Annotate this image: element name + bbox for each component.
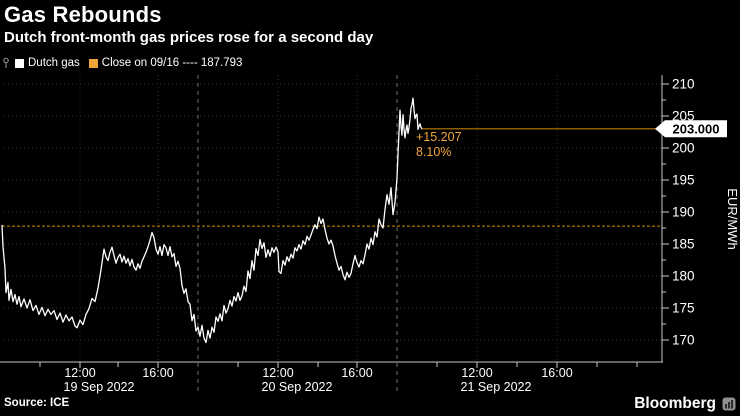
y-tick-label: 195 xyxy=(672,173,695,188)
last-price-tag-text: 203.000 xyxy=(673,121,720,136)
brand-name: Bloomberg xyxy=(634,395,716,412)
source-note: Source: ICE xyxy=(4,397,70,409)
legend-label: Dutch gas xyxy=(28,57,80,69)
legend-item-close-line: Close on 09/16 ---- 187.793 xyxy=(88,57,243,69)
y-axis-title: EUR/MWh xyxy=(725,188,740,249)
x-tick-label: 16:00 xyxy=(142,366,173,380)
change-annotation: +15.207 8.10% xyxy=(416,130,462,160)
date-label: 19 Sep 2022 xyxy=(64,380,135,394)
y-tick-label: 210 xyxy=(672,77,695,92)
y-tick-label: 180 xyxy=(672,269,695,284)
x-tick-label: 12:00 xyxy=(461,366,492,380)
price-line xyxy=(1,97,423,344)
last-price-tag: 203.000 xyxy=(655,120,727,138)
y-tick-label: 170 xyxy=(672,333,695,348)
chart-legend: Dutch gas Close on 09/16 ---- 187.793 xyxy=(2,57,242,69)
x-axis-tick-labels: 12:00 16:00 12:00 16:00 12:00 16:00 19 Sep 202… xyxy=(64,366,573,394)
y-axis-title-text: EUR/MWh xyxy=(725,188,740,249)
page-title: Gas Rebounds xyxy=(4,2,162,27)
y-tick-label: 200 xyxy=(672,141,695,156)
pin-icon xyxy=(3,57,9,68)
x-tick-label: 16:00 xyxy=(541,366,572,380)
bloomberg-terminal-icon xyxy=(722,397,736,411)
y-tick-label: 185 xyxy=(672,237,695,252)
last-price-tag-box xyxy=(655,120,727,138)
legend-item-dutch-gas: Dutch gas xyxy=(15,57,80,69)
y-tick-label: 190 xyxy=(672,205,695,220)
close-swatch xyxy=(88,58,98,68)
gridlines xyxy=(4,75,662,362)
date-label: 21 Sep 2022 xyxy=(461,380,532,394)
y-tick-label: 175 xyxy=(672,301,695,316)
legend-label: Close on 09/16 ---- 187.793 xyxy=(101,57,243,69)
dutch-gas-series xyxy=(1,97,423,344)
x-tick-label: 12:00 xyxy=(64,366,95,380)
y-tick-label: 205 xyxy=(672,109,695,124)
series-swatch xyxy=(15,58,24,68)
date-label: 20 Sep 2022 xyxy=(262,380,333,394)
x-tick-label: 12:00 xyxy=(262,366,293,380)
x-tick-label: 16:00 xyxy=(341,366,372,380)
brand-mark: Bloomberg xyxy=(634,395,736,413)
axes xyxy=(0,75,669,368)
y-axis-tick-labels: 210 205 200 195 190 185 180 175 170 xyxy=(672,77,695,348)
change-percent: 8.10% xyxy=(416,145,452,159)
change-absolute: +15.207 xyxy=(416,130,462,144)
day-separator-lines xyxy=(197,75,398,392)
chart-subtitle: Dutch front-month gas prices rose for a … xyxy=(4,29,374,46)
